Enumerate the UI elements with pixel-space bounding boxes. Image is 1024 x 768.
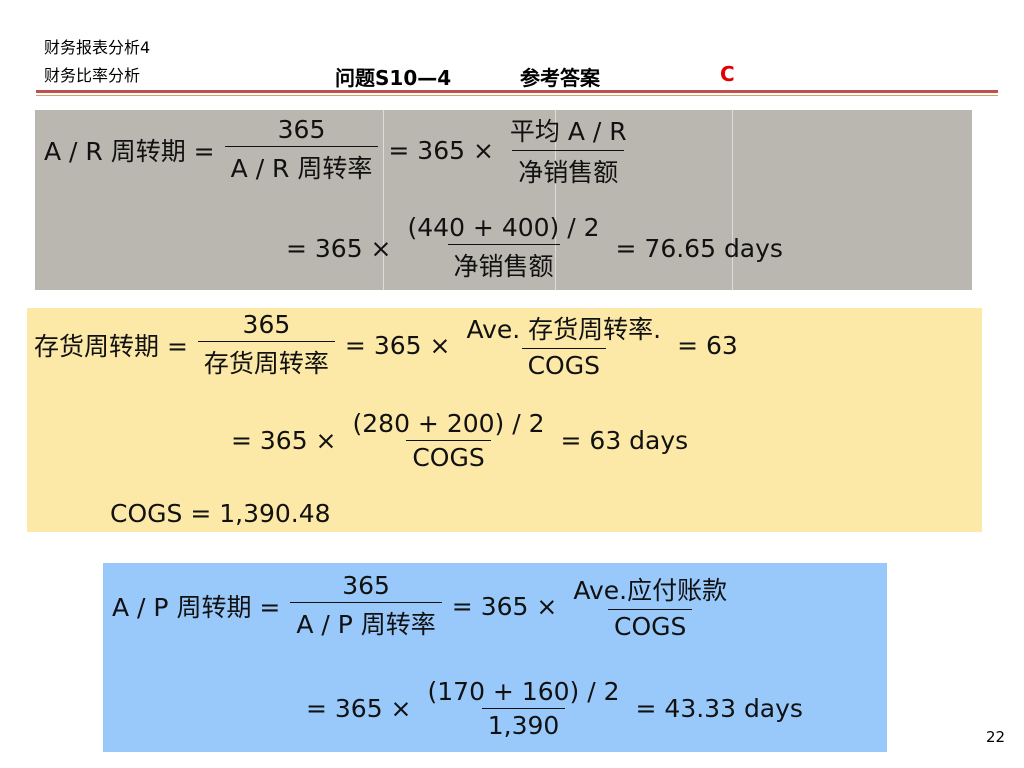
denominator: COGS xyxy=(608,609,693,641)
fraction: 平均 A / R 净销售额 xyxy=(504,112,633,189)
fraction: 365 A / P 周转率 xyxy=(290,571,442,641)
formula-box xyxy=(103,563,887,752)
numerator: Ave.应付账款 xyxy=(573,576,728,605)
formula-text: = 365 × xyxy=(306,693,412,723)
rule xyxy=(36,95,998,96)
formula-row: = 365 × (440 + 400) / 2 净销售额 = 76.65 days xyxy=(280,198,789,298)
formula-text: = 76.65 days xyxy=(615,233,783,263)
formula-text: A / R 周转期 = xyxy=(44,137,215,166)
formula-text: 存货周转期 = xyxy=(34,332,188,361)
formula-text: = 365 × xyxy=(231,425,337,455)
formula-row: 存货周转期 = 365 存货周转率 = 365 × Ave. 存货周转率. COGS = 6… xyxy=(28,295,744,395)
formula-text: = 43.33 days xyxy=(635,693,803,723)
formula-text: COGS = 1,390.48 xyxy=(110,498,331,528)
fraction: 365 A / R 周转率 xyxy=(224,115,379,185)
formula-text: = 365 × xyxy=(286,233,392,263)
numerator: (170 + 160) / 2 xyxy=(427,676,620,706)
fraction: (170 + 160) / 2 1,390 xyxy=(422,677,626,740)
formula-row: = 365 × (280 + 200) / 2 COGS = 63 days xyxy=(225,390,694,490)
formula-text: = 63 days xyxy=(560,425,689,455)
denominator: 存货周转率 xyxy=(197,341,335,380)
formula-text: = 365 × xyxy=(388,135,494,165)
formula-text: = 365 × xyxy=(451,591,558,621)
answer: C xyxy=(720,62,735,86)
numerator: (280 + 200) / 2 xyxy=(352,408,545,438)
denominator: 1,390 xyxy=(481,707,566,740)
formula-row: COGS = 1,390.48 xyxy=(104,463,337,563)
topic: 财务比率分析 xyxy=(44,66,141,85)
answer-label: 参考答案 xyxy=(520,66,600,90)
denominator: COGS xyxy=(521,348,606,380)
divider xyxy=(383,110,384,290)
fraction: (280 + 200) / 2 COGS xyxy=(347,409,551,472)
rule xyxy=(36,90,998,93)
numerator: 365 xyxy=(277,115,326,144)
denominator: A / R 周转率 xyxy=(224,146,379,185)
divider xyxy=(555,110,556,290)
numerator: 365 xyxy=(342,571,390,600)
fraction: Ave. 存货周转率. COGS xyxy=(460,310,667,380)
denominator: 净销售额 xyxy=(447,244,560,283)
title: 问题S10—4 xyxy=(335,66,452,90)
fraction: (440 + 400) / 2 净销售额 xyxy=(402,213,606,283)
numerator: 平均 A / R xyxy=(509,116,627,146)
formula-box xyxy=(35,110,972,290)
denominator: 净销售额 xyxy=(512,149,625,189)
denominator: COGS xyxy=(406,439,491,472)
formula-row: A / P 周转期 = 365 A / P 周转率 = 365 × Ave.应付账款 CO… xyxy=(106,556,737,656)
formula-box xyxy=(27,308,982,532)
formula-row: A / R 周转期 = 365 A / R 周转率 = 365 × 平均 A / R 净销… xyxy=(38,100,637,200)
page-number: 22 xyxy=(986,728,1006,746)
numerator: Ave. 存货周转率. xyxy=(466,315,662,344)
denominator: A / P 周转率 xyxy=(290,602,442,641)
formula-text: A / P 周转期 = xyxy=(112,593,281,622)
divider xyxy=(732,110,733,290)
formula-text: = 63 xyxy=(677,330,738,360)
fraction: Ave.应付账款 COGS xyxy=(567,571,733,641)
formula-row: = 365 × (170 + 160) / 2 1,390 = 43.33 days xyxy=(300,658,809,758)
formula-text: = 365 × xyxy=(344,330,451,360)
course: 财务报表分析4 xyxy=(44,38,151,57)
numerator: 365 xyxy=(242,310,291,339)
fraction: 365 存货周转率 xyxy=(197,310,335,380)
numerator: (440 + 400) / 2 xyxy=(407,213,600,242)
